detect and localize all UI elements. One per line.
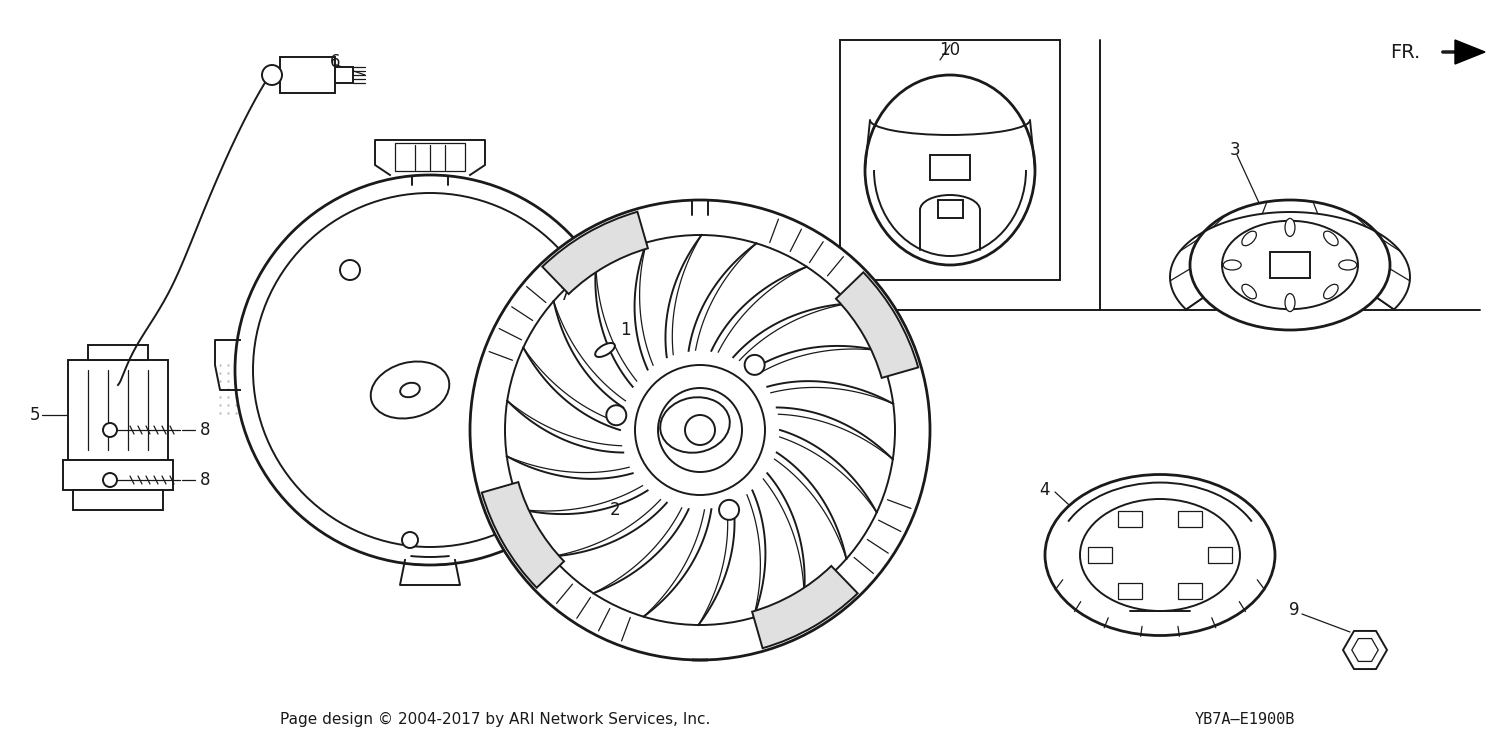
Bar bbox=[88, 345, 148, 360]
Bar bbox=[1118, 511, 1142, 527]
Text: ARI: ARI bbox=[524, 336, 736, 443]
Text: 2: 2 bbox=[609, 501, 619, 519]
Circle shape bbox=[402, 532, 418, 548]
Text: 10: 10 bbox=[939, 41, 960, 59]
Wedge shape bbox=[543, 212, 648, 294]
Circle shape bbox=[236, 175, 626, 565]
Ellipse shape bbox=[1046, 475, 1275, 635]
Wedge shape bbox=[836, 273, 918, 378]
Ellipse shape bbox=[1286, 294, 1294, 312]
Bar bbox=[1208, 547, 1231, 563]
Circle shape bbox=[104, 473, 117, 487]
Circle shape bbox=[686, 415, 716, 445]
Circle shape bbox=[470, 200, 930, 660]
Text: YB7A–E1900B: YB7A–E1900B bbox=[1196, 712, 1294, 727]
Wedge shape bbox=[482, 482, 564, 588]
Text: 5: 5 bbox=[30, 406, 40, 424]
Ellipse shape bbox=[1242, 285, 1257, 299]
Text: Page design © 2004-2017 by ARI Network Services, Inc.: Page design © 2004-2017 by ARI Network S… bbox=[280, 712, 710, 727]
Circle shape bbox=[718, 500, 740, 520]
Circle shape bbox=[634, 365, 765, 495]
Text: 4: 4 bbox=[1040, 481, 1050, 499]
Ellipse shape bbox=[1222, 260, 1240, 270]
Circle shape bbox=[254, 193, 608, 547]
Bar bbox=[1178, 583, 1202, 599]
Bar bbox=[840, 40, 1060, 280]
Bar bbox=[1178, 511, 1202, 527]
Polygon shape bbox=[1455, 40, 1485, 64]
Ellipse shape bbox=[660, 397, 730, 452]
Bar bbox=[1088, 547, 1112, 563]
Bar bbox=[68, 360, 168, 460]
Circle shape bbox=[340, 260, 360, 280]
Circle shape bbox=[658, 388, 742, 472]
Bar bbox=[74, 490, 164, 510]
Text: 9: 9 bbox=[1290, 601, 1300, 619]
Bar bbox=[1270, 252, 1310, 278]
Text: 8: 8 bbox=[200, 421, 210, 439]
Wedge shape bbox=[752, 566, 858, 648]
Ellipse shape bbox=[1340, 260, 1358, 270]
Circle shape bbox=[744, 355, 765, 375]
Text: 1: 1 bbox=[620, 321, 630, 339]
Ellipse shape bbox=[596, 343, 615, 357]
Ellipse shape bbox=[1222, 221, 1358, 309]
Bar bbox=[1118, 583, 1142, 599]
Bar bbox=[930, 155, 970, 180]
Bar bbox=[938, 200, 963, 218]
Ellipse shape bbox=[1323, 231, 1338, 246]
Ellipse shape bbox=[400, 383, 420, 397]
Ellipse shape bbox=[1190, 200, 1390, 330]
Ellipse shape bbox=[1242, 231, 1257, 246]
Bar bbox=[280, 57, 334, 93]
Text: 3: 3 bbox=[1230, 141, 1240, 159]
Ellipse shape bbox=[1323, 285, 1338, 299]
Ellipse shape bbox=[1286, 219, 1294, 237]
Ellipse shape bbox=[865, 75, 1035, 265]
Ellipse shape bbox=[1080, 499, 1240, 611]
Bar bbox=[334, 67, 352, 83]
Circle shape bbox=[104, 423, 117, 437]
Ellipse shape bbox=[370, 362, 450, 419]
Text: 8: 8 bbox=[200, 471, 210, 489]
Circle shape bbox=[262, 65, 282, 85]
Bar bbox=[63, 460, 173, 490]
Bar bbox=[394, 143, 465, 171]
Circle shape bbox=[606, 405, 627, 425]
Text: FR.: FR. bbox=[1389, 43, 1420, 61]
Text: 7: 7 bbox=[560, 286, 570, 304]
Text: 6: 6 bbox=[330, 53, 340, 71]
Circle shape bbox=[506, 235, 896, 625]
